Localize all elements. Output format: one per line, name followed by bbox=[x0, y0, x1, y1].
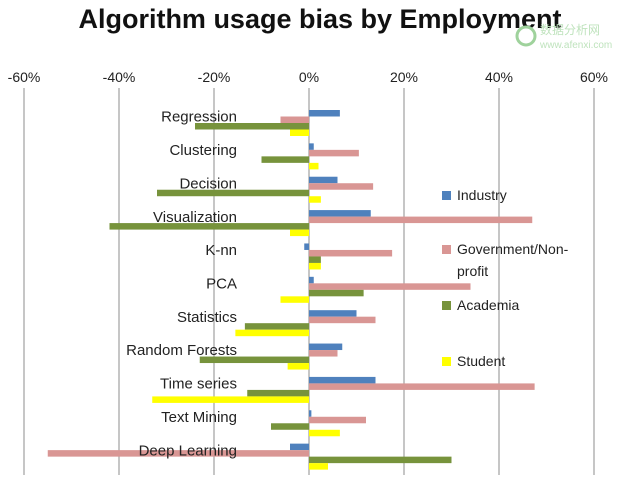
bar bbox=[309, 289, 364, 297]
bar bbox=[309, 350, 338, 357]
bar bbox=[309, 110, 340, 117]
bar bbox=[309, 316, 376, 324]
bar bbox=[309, 463, 328, 470]
x-tick-label: 40% bbox=[485, 69, 513, 85]
legend-label: Industry bbox=[457, 187, 507, 203]
bar bbox=[309, 196, 321, 203]
bar bbox=[309, 410, 312, 417]
bar bbox=[309, 429, 340, 437]
bar bbox=[309, 183, 374, 190]
bar bbox=[309, 343, 343, 351]
legend-label: Student bbox=[457, 353, 505, 369]
bar bbox=[309, 143, 314, 150]
watermark-line1: 数据分析网 bbox=[540, 22, 600, 37]
bar bbox=[287, 363, 309, 370]
bar bbox=[309, 249, 393, 257]
bars bbox=[47, 110, 535, 470]
x-tick-label: 20% bbox=[390, 69, 418, 85]
legend-label: Government/Non-profit bbox=[457, 241, 569, 279]
x-tick-labels: -60% -40% -20% 0% 20% 40% 60% bbox=[8, 69, 608, 85]
legend: Industry Government/Non-profit Academia Stu… bbox=[442, 187, 569, 369]
category-label: Regression bbox=[161, 109, 237, 126]
chart-title: Algorithm usage bias by Employment bbox=[78, 4, 562, 34]
bar bbox=[309, 310, 357, 317]
bar bbox=[309, 256, 321, 263]
bar bbox=[309, 383, 535, 390]
bar bbox=[235, 329, 309, 337]
bar bbox=[304, 243, 309, 250]
category-label: Text Mining bbox=[161, 409, 237, 426]
bar bbox=[309, 276, 314, 284]
bar bbox=[290, 129, 309, 136]
bar bbox=[261, 156, 309, 163]
watermark-logo: 数据分析网 www.afenxi.com bbox=[515, 22, 612, 51]
category-label: Clustering bbox=[169, 142, 237, 159]
bar bbox=[157, 189, 309, 197]
legend-swatch bbox=[442, 245, 451, 254]
bar bbox=[309, 149, 359, 157]
bar bbox=[290, 229, 309, 237]
bar bbox=[280, 116, 309, 123]
category-label: Statistics bbox=[177, 309, 237, 326]
bar bbox=[290, 443, 309, 451]
watermark-icon bbox=[515, 25, 537, 47]
bar bbox=[309, 376, 376, 384]
x-tick-label: -40% bbox=[103, 69, 136, 85]
category-label: K-nn bbox=[205, 242, 237, 259]
legend-swatch bbox=[442, 301, 451, 310]
legend-swatch bbox=[442, 357, 451, 366]
category-label: Visualization bbox=[153, 209, 237, 226]
watermark-line2: www.afenxi.com bbox=[539, 40, 612, 51]
bar bbox=[309, 283, 471, 290]
category-label: Random Forests bbox=[126, 342, 237, 359]
category-labels: Regression Clustering Decision Visualizatio… bbox=[126, 109, 237, 460]
bar bbox=[309, 210, 371, 217]
bar bbox=[244, 323, 309, 330]
x-tick-label: 0% bbox=[299, 69, 319, 85]
category-label: Decision bbox=[179, 175, 237, 192]
bar bbox=[247, 389, 309, 397]
bar bbox=[47, 450, 309, 457]
bar bbox=[280, 296, 309, 303]
legend-swatch bbox=[442, 191, 451, 200]
category-label: Time series bbox=[160, 376, 237, 393]
bar bbox=[195, 123, 309, 130]
bar bbox=[271, 423, 309, 430]
bar bbox=[309, 176, 338, 184]
x-tick-label: -60% bbox=[8, 69, 41, 85]
bar bbox=[309, 416, 366, 424]
category-label: Deep Learning bbox=[139, 442, 237, 459]
bar bbox=[309, 216, 533, 224]
legend-label: Academia bbox=[457, 297, 519, 313]
x-tick-label: -20% bbox=[198, 69, 231, 85]
bar bbox=[152, 396, 309, 403]
bar bbox=[109, 223, 309, 230]
x-tick-label: 60% bbox=[580, 69, 608, 85]
category-label: PCA bbox=[206, 276, 237, 293]
bar bbox=[309, 456, 452, 464]
bar bbox=[309, 262, 321, 270]
bar bbox=[309, 162, 319, 170]
bar bbox=[199, 356, 309, 364]
